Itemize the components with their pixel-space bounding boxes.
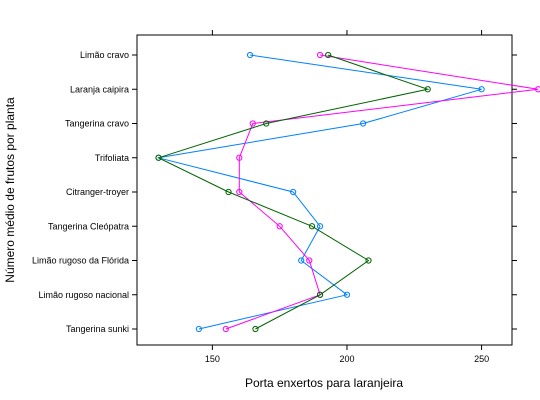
- data-point: [236, 188, 243, 196]
- data-point: [246, 51, 254, 59]
- data-point: [306, 257, 313, 264]
- data-point: [325, 51, 332, 59]
- data-point: [236, 154, 243, 161]
- data-point: [263, 120, 270, 127]
- data-point: [249, 120, 256, 127]
- data-point: [316, 223, 324, 230]
- y-tick-label: Limão rugoso da Flórida: [32, 256, 129, 266]
- data-point: [365, 257, 372, 264]
- y-tick-label: Trifoliata: [95, 153, 129, 163]
- data-point: [343, 291, 351, 298]
- data-point: [222, 325, 229, 333]
- x-axis-title: Porta enxertos para laranjeira: [245, 376, 403, 390]
- x-tick-label: 150: [205, 354, 220, 364]
- data-point: [316, 51, 324, 59]
- data-point: [195, 325, 203, 333]
- data-point: [276, 223, 283, 230]
- y-tick-label: Laranja caipira: [70, 84, 129, 94]
- data-point: [225, 188, 232, 196]
- plot-panel-frame: [136, 34, 513, 346]
- data-point: [424, 86, 431, 93]
- data-point: [535, 86, 540, 93]
- x-tick-label: 250: [474, 354, 489, 364]
- data-point: [478, 86, 485, 93]
- series-2: [222, 51, 540, 333]
- y-tick-label: Limão cravo: [80, 50, 129, 60]
- data-point: [155, 154, 162, 161]
- y-axis-ticks: Tangerina sunki Limão rugoso nacional Limã…: [32, 50, 517, 334]
- y-tick-label: Tangerina cravo: [65, 119, 129, 129]
- series-layer: [155, 51, 540, 333]
- series-line: [225, 54, 539, 330]
- y-tick-label: Tangerina Cleópatra: [48, 221, 129, 231]
- y-tick-label: Limão rugoso nacional: [38, 290, 129, 300]
- x-axis-ticks: 150 200 250: [205, 30, 489, 364]
- x-tick-label: 200: [339, 354, 354, 364]
- series-1: [155, 51, 485, 333]
- y-tick-label: Citranger-troyer: [66, 187, 129, 197]
- y-tick-label: Tangerina sunki: [66, 324, 129, 334]
- data-point: [290, 188, 297, 196]
- series-3: [155, 51, 431, 333]
- y-axis-title: Número médio de frutos por planta: [3, 97, 17, 283]
- data-point: [252, 325, 259, 333]
- series-line: [157, 54, 430, 330]
- data-point: [298, 257, 305, 264]
- data-point: [316, 291, 324, 298]
- series-line: [158, 54, 482, 330]
- data-point: [360, 120, 367, 127]
- data-point: [308, 223, 316, 230]
